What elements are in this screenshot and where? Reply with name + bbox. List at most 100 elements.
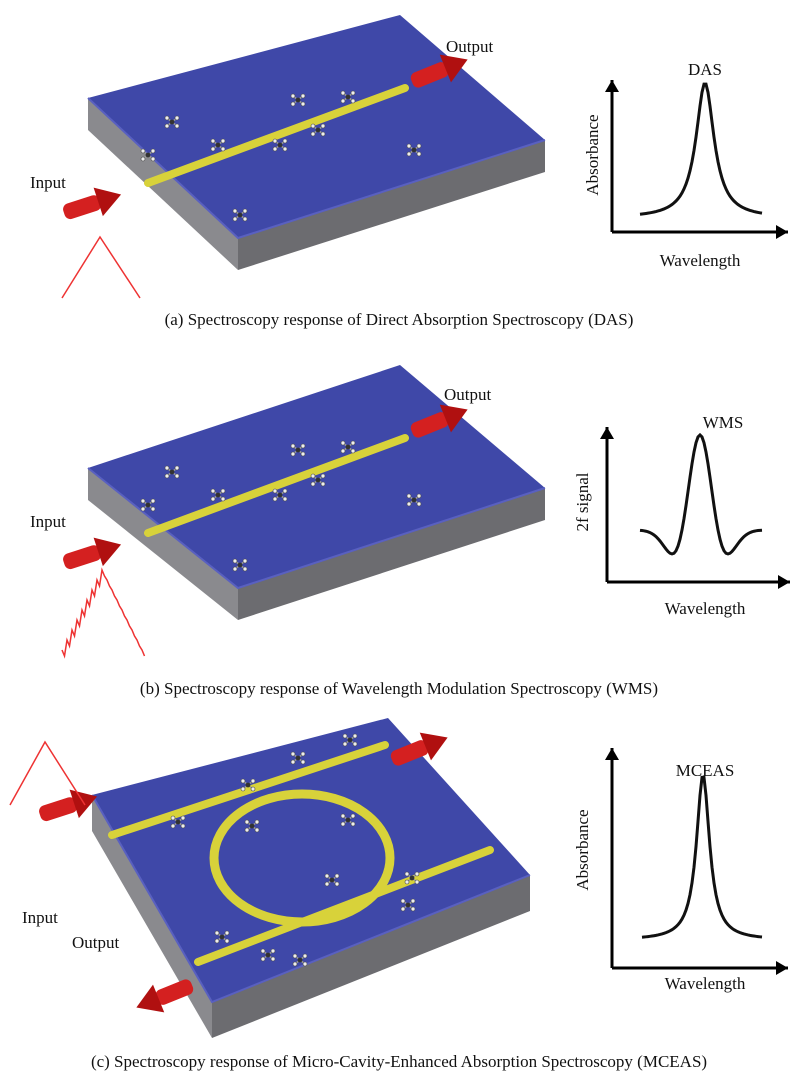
atom [273,497,277,501]
atom [271,949,275,953]
atom [243,567,247,571]
atom [216,143,221,148]
atom [417,152,421,156]
atom [165,116,169,120]
atom [405,880,409,884]
atom [410,876,415,881]
atom [296,756,301,761]
atom [291,94,295,98]
atom [353,734,357,738]
atom [296,98,301,103]
atom [261,957,265,961]
atom [351,822,355,826]
atom [298,958,303,963]
graph-label: DAS [688,60,722,79]
output-label: Output [446,37,494,56]
atom [341,91,345,95]
atom [215,931,219,935]
atom [233,559,237,563]
arrow-body [62,194,103,221]
atom [151,157,155,161]
atom [341,99,345,103]
caption: (a) Spectroscopy response of Direct Abso… [165,310,634,329]
atom [255,820,259,824]
atom [351,814,355,818]
axis-arrow [778,575,790,589]
atom [141,499,145,503]
atom [251,787,255,791]
atom [175,116,179,120]
atom [273,139,277,143]
atom [271,957,275,961]
atom [216,493,221,498]
atom [211,497,215,501]
atom [170,470,175,475]
atom [146,153,151,158]
atom [341,449,345,453]
graph-label: WMS [703,413,744,432]
atom [291,452,295,456]
atom [341,441,345,445]
input-label: Input [30,512,66,531]
atom [303,954,307,958]
atom [175,474,179,478]
atom [221,139,225,143]
atom [245,828,249,832]
atom [291,102,295,106]
atom [175,466,179,470]
atom [278,493,283,498]
page: {"panels": [ {"input": "Input", "output"… [0,0,798,1081]
atom [291,752,295,756]
atom [346,95,351,100]
atom [301,444,305,448]
atom [353,742,357,746]
atom [330,878,335,883]
atom [346,445,351,450]
atom [165,474,169,478]
atom [301,94,305,98]
atom [245,820,249,824]
arrow-head [94,530,126,566]
atom [211,489,215,493]
atom [411,899,415,903]
atom [266,953,271,958]
graph-label: MCEAS [676,761,735,780]
atom [291,444,295,448]
atom [401,899,405,903]
atom [215,939,219,943]
atom [238,563,243,568]
atom [243,559,247,563]
input-label: Input [30,173,66,192]
output-label: Output [72,933,120,952]
y-axis-label: Absorbance [573,809,592,890]
atom [283,147,287,151]
atom [325,874,329,878]
atom [406,903,411,908]
atom [221,497,225,501]
atom [407,144,411,148]
atom [141,507,145,511]
axis-arrow [605,80,619,92]
atom [283,489,287,493]
axis-arrow [776,225,788,239]
atom [401,907,405,911]
caption: (c) Spectroscopy response of Micro-Cavit… [91,1052,707,1071]
atom [225,931,229,935]
input-waveform [62,570,145,656]
atom [146,503,151,508]
caption: (b) Spectroscopy response of Wavelength … [140,679,658,698]
axis-arrow [605,748,619,760]
drawing-layer [10,15,790,1038]
atom [246,783,251,788]
atom [412,148,417,153]
x-axis-label: Wavelength [665,599,746,618]
atom [221,147,225,151]
response-curve [642,778,762,938]
atom [415,880,419,884]
arrow-body [38,796,79,823]
atom [335,882,339,886]
atom [255,828,259,832]
figure: Output Input DAS Absorbance Wavelength (… [0,0,798,1081]
atom [225,939,229,943]
atom [335,874,339,878]
